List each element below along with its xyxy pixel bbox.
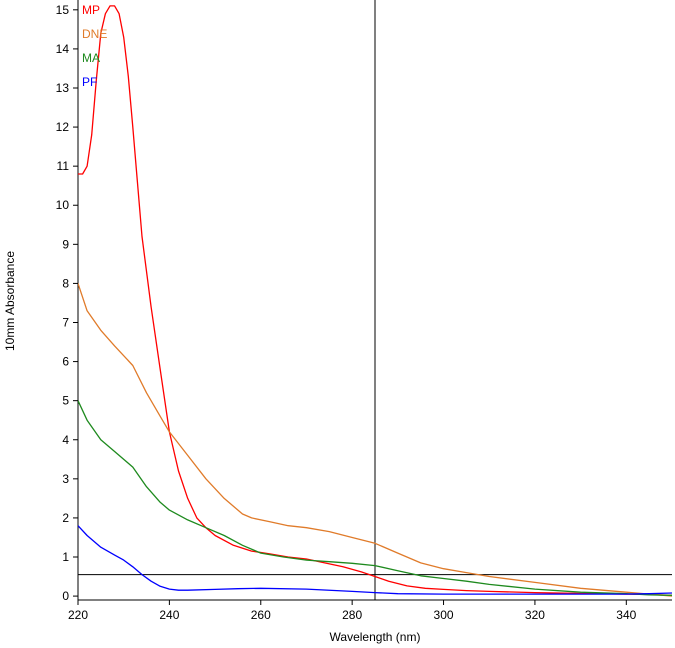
y-tick-label: 3: [62, 472, 69, 486]
series-line-dne: [78, 283, 672, 597]
legend-label-mp: MP: [82, 3, 100, 17]
y-tick-label: 10: [56, 198, 70, 212]
series-line-pf: [78, 525, 672, 595]
x-tick-label: 280: [342, 608, 362, 622]
series-line-ma: [78, 400, 672, 596]
y-tick-label: 7: [62, 315, 69, 329]
plot-area: [78, 5, 672, 597]
legend: MP DNE MA PF: [82, 3, 107, 89]
y-tick-label: 13: [56, 81, 70, 95]
x-tick-label: 300: [434, 608, 454, 622]
x-tick-label: 240: [159, 608, 179, 622]
y-tick-label: 15: [56, 3, 70, 17]
y-tick-label: 14: [56, 42, 70, 56]
legend-label-pf: PF: [82, 75, 97, 89]
y-tick-label: 9: [62, 237, 69, 251]
x-tick-label: 320: [525, 608, 545, 622]
y-tick-label: 11: [57, 159, 70, 173]
y-tick-label: 8: [62, 276, 69, 290]
y-tick-label: 1: [62, 550, 69, 564]
x-axis-label: Wavelength (nm): [330, 630, 421, 644]
y-tick-label: 6: [62, 355, 69, 369]
x-tick-label: 260: [251, 608, 271, 622]
y-tick-label: 2: [62, 511, 69, 525]
x-tick-label: 220: [68, 608, 88, 622]
y-axis-label: 10mm Absorbance: [3, 251, 17, 351]
y-tick-label: 12: [56, 120, 70, 134]
y-tick-label: 4: [62, 433, 69, 447]
x-tick-label: 340: [616, 608, 636, 622]
legend-label-ma: MA: [82, 51, 100, 65]
y-tick-label: 5: [62, 394, 69, 408]
legend-label-dne: DNE: [82, 27, 107, 41]
y-tick-label: 0: [62, 589, 69, 603]
